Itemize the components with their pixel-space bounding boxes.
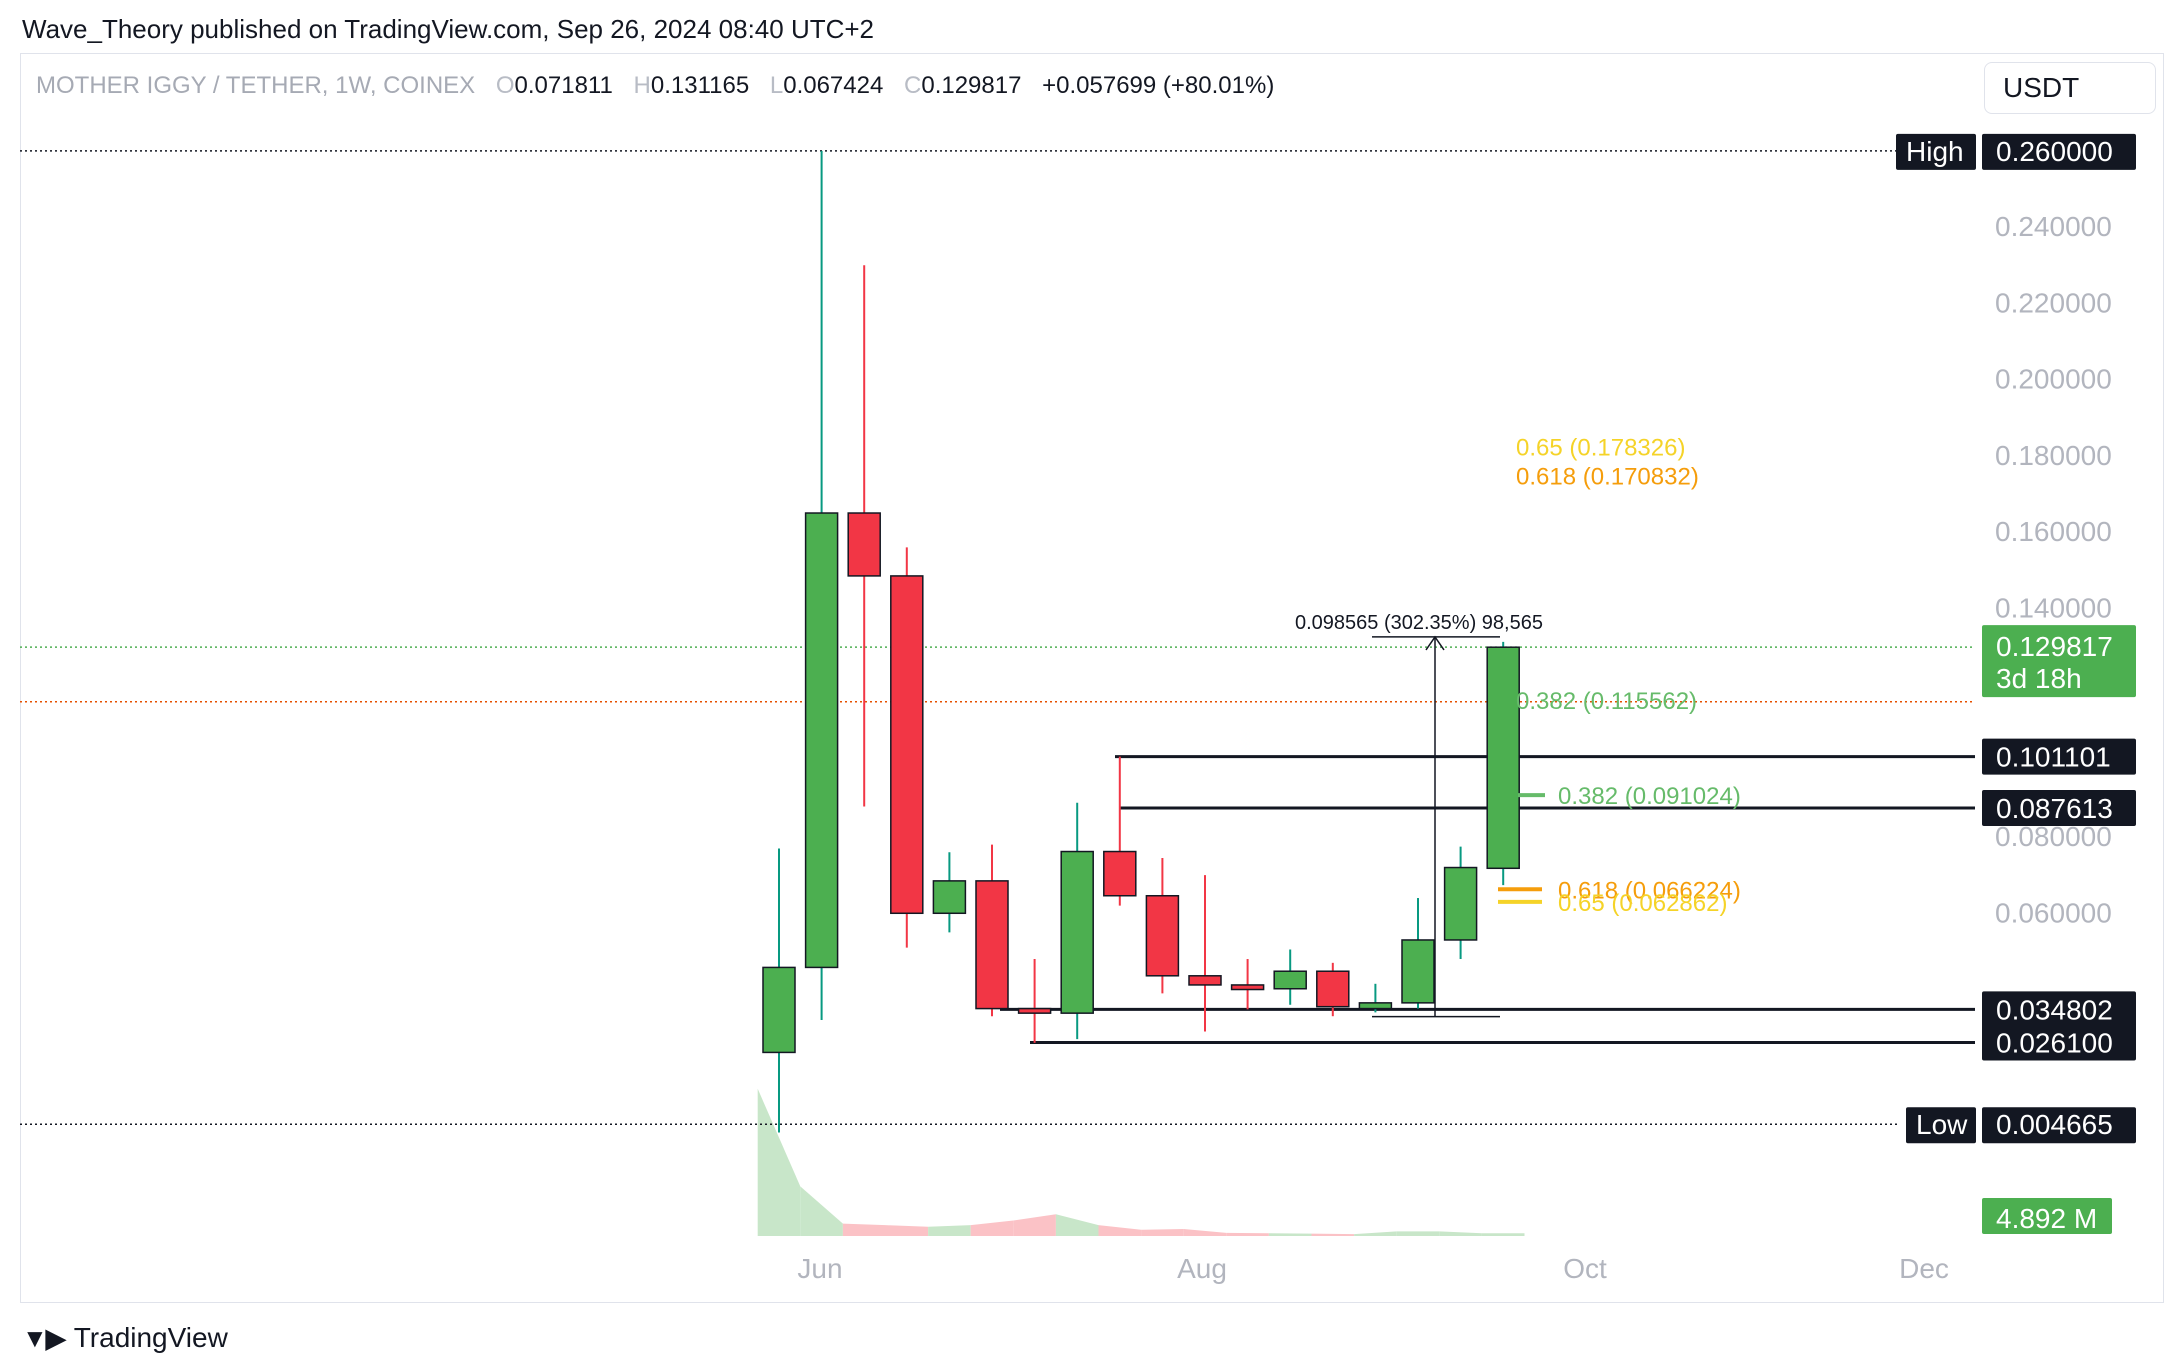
volume-bar [1354, 1231, 1397, 1236]
low-price-tag [1982, 1107, 2136, 1144]
volume-bar [1055, 1214, 1099, 1236]
time-tick-label: Jun [797, 1253, 842, 1284]
fib-level-label: 0.618 (0.066224) [1558, 877, 1741, 904]
candle-body [1017, 1007, 1052, 1014]
candle-body [1486, 646, 1520, 870]
high-value: 0.131165 [650, 72, 750, 99]
level-price-tag-text: 0.034802 [1996, 994, 2113, 1025]
volume-bar [928, 1225, 971, 1236]
candle-body [1316, 970, 1350, 1008]
volume-tag-text: 4.892 M [1996, 1203, 2097, 1234]
candle-body [1188, 975, 1222, 986]
fib-level-label: 0.65 (0.178326) [1516, 434, 1685, 461]
fib-level-label: 0.382 (0.091024) [1558, 783, 1741, 810]
volume-bar [757, 1088, 801, 1236]
candle-body [1401, 939, 1435, 1004]
volume-bar [1141, 1229, 1184, 1236]
volume-bar [1268, 1233, 1312, 1236]
price-tick-label: 0.200000 [1995, 364, 2112, 395]
close-value: 0.129817 [921, 72, 1022, 99]
candle-body [1060, 850, 1094, 1014]
high-tag-text: High [1906, 136, 1964, 167]
brand-name: TradingView [73, 1322, 228, 1353]
last-price-tag [1982, 625, 2136, 698]
time-tick-label: Oct [1563, 1253, 1607, 1284]
open-label: O [495, 72, 515, 99]
price-tick-label: 0.180000 [1995, 440, 2112, 471]
candle-body [975, 880, 1009, 1010]
fib-level-label: 0.618 (0.170832) [1516, 464, 1699, 491]
volume-bar [1311, 1233, 1355, 1236]
low-value: 0.067424 [783, 72, 884, 99]
fib-level-label: 0.65 (0.062862) [1558, 890, 1727, 917]
low-tag [1906, 1107, 1976, 1144]
high-price-tag-text: 0.260000 [1996, 136, 2113, 167]
candle-body [847, 512, 881, 577]
volume-bar [1439, 1231, 1482, 1236]
close-label: C [904, 72, 922, 99]
price-tick-label: 0.060000 [1995, 897, 2112, 928]
last-price-tag-text: 0.129817 [1996, 631, 2113, 662]
measure-arrow-head [1425, 635, 1445, 651]
change-value: +0.057699 (+80.01%) [1042, 72, 1275, 99]
candle-body [804, 512, 839, 969]
candle-body [1443, 866, 1478, 941]
level-price-tag-text: 0.026100 [1996, 1028, 2113, 1059]
level-price-tag [1982, 991, 2136, 1028]
candle-body [1103, 850, 1137, 897]
volume-bar [1183, 1229, 1227, 1236]
price-tick-label: 0.080000 [1995, 821, 2112, 852]
level-price-tag [1982, 738, 2136, 775]
low-label: L [769, 72, 784, 99]
time-tick-label: Dec [1899, 1253, 1949, 1284]
open-value: 0.071811 [514, 72, 613, 99]
volume-bar [842, 1223, 886, 1236]
price-tick-label: 0.240000 [1995, 211, 2112, 242]
candle-body [932, 880, 967, 915]
measure-label: 0.098565 (302.35%) 98,565 [1295, 612, 1543, 634]
level-price-tag [1982, 1024, 2136, 1061]
level-price-tag [1982, 790, 2136, 827]
candle-body [1358, 1002, 1393, 1010]
volume-bar [1098, 1225, 1142, 1236]
candle-body [1230, 984, 1265, 991]
price-tick-label: 0.140000 [1995, 592, 2112, 623]
volume-bar [1481, 1233, 1525, 1236]
volume-bar [1226, 1232, 1269, 1236]
fib-level-label: 0.382 (0.115562) [1516, 688, 1697, 715]
tradingview-brand[interactable]: ▼▶ TradingView [22, 1322, 228, 1354]
high-label: H [633, 72, 651, 99]
currency-selector[interactable]: USDT [1984, 62, 2156, 114]
publish-attribution: Wave_Theory published on TradingView.com… [22, 14, 875, 44]
candle-body [890, 575, 924, 915]
candle-body [762, 966, 796, 1054]
price-tick-label: 0.160000 [1995, 516, 2112, 547]
time-tick-label: Aug [1177, 1253, 1227, 1284]
candle-body [1273, 970, 1307, 990]
low-tag-text: Low [1916, 1109, 1968, 1140]
candle-body [1145, 894, 1180, 977]
symbol-legend: MOTHER IGGY / TETHER, 1W, COINEX O0.0718… [36, 72, 1274, 100]
symbol-name: MOTHER IGGY / TETHER, 1W, COINEX [36, 72, 476, 99]
chart-pane[interactable] [20, 53, 2164, 1303]
tradingview-logo-icon: ▼▶ [22, 1322, 66, 1353]
volume-bar [970, 1220, 1014, 1236]
high-tag [1896, 133, 1976, 170]
volume-bar [885, 1225, 929, 1236]
volume-bar [1013, 1214, 1056, 1236]
price-tick-label: 0.220000 [1995, 287, 2112, 318]
countdown-text: 3d 18h [1996, 663, 2082, 694]
volume-tag [1982, 1198, 2112, 1234]
volume-bar [800, 1186, 843, 1236]
low-price-tag-text: 0.004665 [1996, 1109, 2113, 1140]
volume-bar [1396, 1231, 1440, 1236]
high-price-tag [1982, 133, 2136, 170]
level-price-tag-text: 0.087613 [1996, 793, 2113, 824]
level-price-tag-text: 0.101101 [1996, 742, 2111, 773]
